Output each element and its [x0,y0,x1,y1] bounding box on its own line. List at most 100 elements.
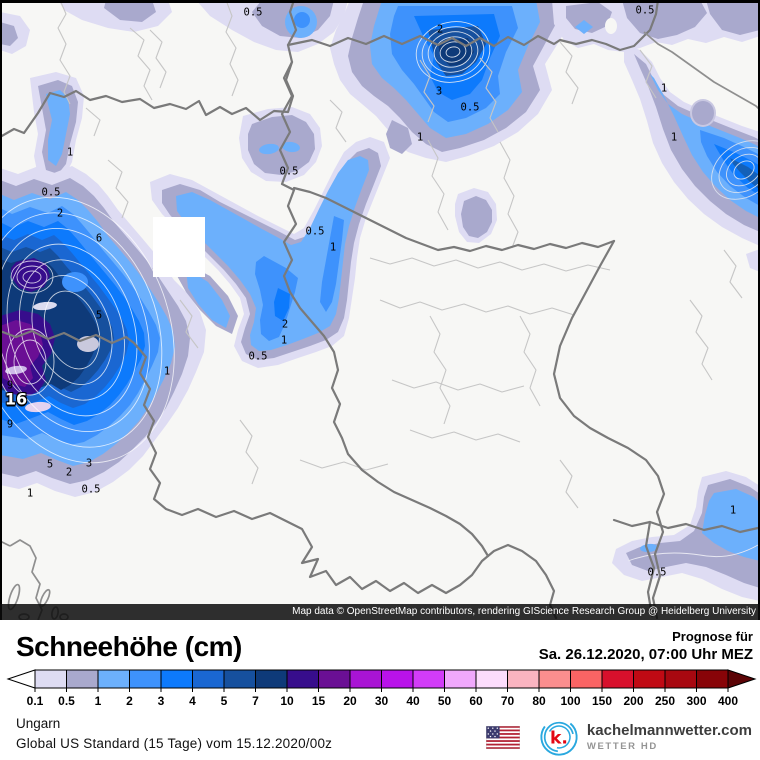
scale-cell [318,669,351,689]
color-scale: 0.1 0.5 1 2 3 4 5 7 10 15 20 30 40 50 60 70 80 100 150 200 2… [6,669,757,708]
contour-label: 2 [65,466,73,479]
contour-label: 0.5 [305,225,325,238]
scale-cell [570,669,603,689]
scale-value-label: 4 [189,694,196,708]
scale-cell [381,669,414,689]
scale-cell [97,669,130,689]
scale-value-label: 30 [375,694,389,708]
contour-label: 0.5 [243,6,263,19]
contour-label: 5 [95,309,103,322]
map-attribution: Map data © OpenStreetMap contributors, r… [0,604,760,620]
scale-value-label: 2 [126,694,133,708]
footer-block: Ungarn Global US Standard (15 Tage) vom … [16,716,332,751]
scale-left-arrow [6,669,36,689]
contour-label: 0.5 [647,566,667,579]
scale-value-label: 70 [501,694,515,708]
scale-value-label: 3 [158,694,165,708]
scale-cell [633,669,666,689]
contour-label: 1 [729,504,737,517]
contour-label: 9 [6,418,14,431]
forecast-label: Prognose für [672,629,753,644]
contour-label: 9 [6,379,14,392]
legend-title: Schneehöhe (cm) [16,631,242,662]
brand-text: kachelmannwetter.com WETTER HD [587,722,752,752]
contour-label: 1 [660,82,668,95]
map-frame-right [758,0,760,620]
snow-field-oval-west [239,107,322,182]
alps-contour-rings [0,196,175,464]
scale-cell [538,669,571,689]
contour-label: 2 [436,23,444,36]
scale-value-label: 300 [686,694,706,708]
us-flag-icon [485,725,520,749]
scale-cell [223,669,256,689]
scale-value-label: 0.1 [27,694,44,708]
contour-label: 3 [85,457,93,470]
snow-field-alps [0,166,238,497]
contour-label: 0.5 [460,101,480,114]
contour-label: 0.5 [81,483,101,496]
scale-cell [601,669,634,689]
scale-value-label: 200 [623,694,643,708]
country-borders [0,0,760,620]
contour-label: 6 [95,232,103,245]
scale-cell [192,669,225,689]
brand-domain: kachelmannwetter.com [586,722,752,739]
svg-text:k.: k. [550,729,568,749]
contour-label: 0.5 [41,186,61,199]
scale-value-label: 80 [532,694,546,708]
max-value-label: 16 [4,389,28,409]
kachelmann-logo-icon: k. [539,717,579,757]
snow-field-middle-band [150,137,390,368]
scale-cell [696,669,729,689]
region-borders [57,0,743,509]
scale-cell [664,669,697,689]
scale-cell [34,669,67,689]
contour-label: 1 [329,241,337,254]
contour-label: 1 [26,487,34,500]
contour-label: 1 [280,334,288,347]
scale-cell [412,669,445,689]
contour-label: 1 [163,365,171,378]
snow-field-oval-central [455,188,497,243]
scale-cell [507,669,540,689]
scale-value-label: 7 [252,694,259,708]
scale-value-label: 15 [312,694,326,708]
contour-label: 1 [66,146,74,159]
brand-block: k. kachelmannwetter.com WETTER HD [485,716,752,758]
contour-label: 3 [435,85,443,98]
snow-field-west-finger [30,72,84,184]
scale-cell [129,669,162,689]
missing-data-tile [153,217,205,277]
scale-cell [475,669,508,689]
scale-right-arrow [727,669,757,689]
snow-depth-map: 0.5 2 3 0.5 1 0.5 1 1 1 0.5 2 6 0.5 0.5 1 2 1 0.5 5 9 9 5 2 3 0.… [0,0,760,620]
scale-value-label: 60 [469,694,483,708]
scale-cell [255,669,288,689]
scale-value-label: 1 [95,694,102,708]
map-frame-top [0,0,760,3]
scale-value-label: 0.5 [58,694,75,708]
forecast-block: Prognose für Sa. 26.12.2020, 07:00 Uhr M… [539,629,753,663]
contour-label: 5 [46,458,54,471]
snow-field-northeast [552,0,760,272]
scale-value-label: 40 [406,694,420,708]
scale-value-label: 400 [718,694,738,708]
contour-label: 0.5 [635,4,655,17]
map-canvas [0,0,760,620]
scale-value-label: 5 [221,694,228,708]
forecast-datetime: Sa. 26.12.2020, 07:00 Uhr MEZ [538,646,753,663]
contour-label: 1 [416,131,424,144]
scale-value-label: 150 [592,694,612,708]
scale-cell [160,669,193,689]
scale-value-label: 20 [343,694,357,708]
scale-value-label: 10 [280,694,294,708]
scale-cell [66,669,99,689]
contour-label: 0.5 [279,165,299,178]
model-run-label: Global US Standard (15 Tage) vom 15.12.2… [16,736,333,751]
scale-value-label: 250 [655,694,675,708]
contour-label: 0.5 [248,350,268,363]
region-label: Ungarn [16,716,61,731]
contour-label: 2 [281,318,289,331]
